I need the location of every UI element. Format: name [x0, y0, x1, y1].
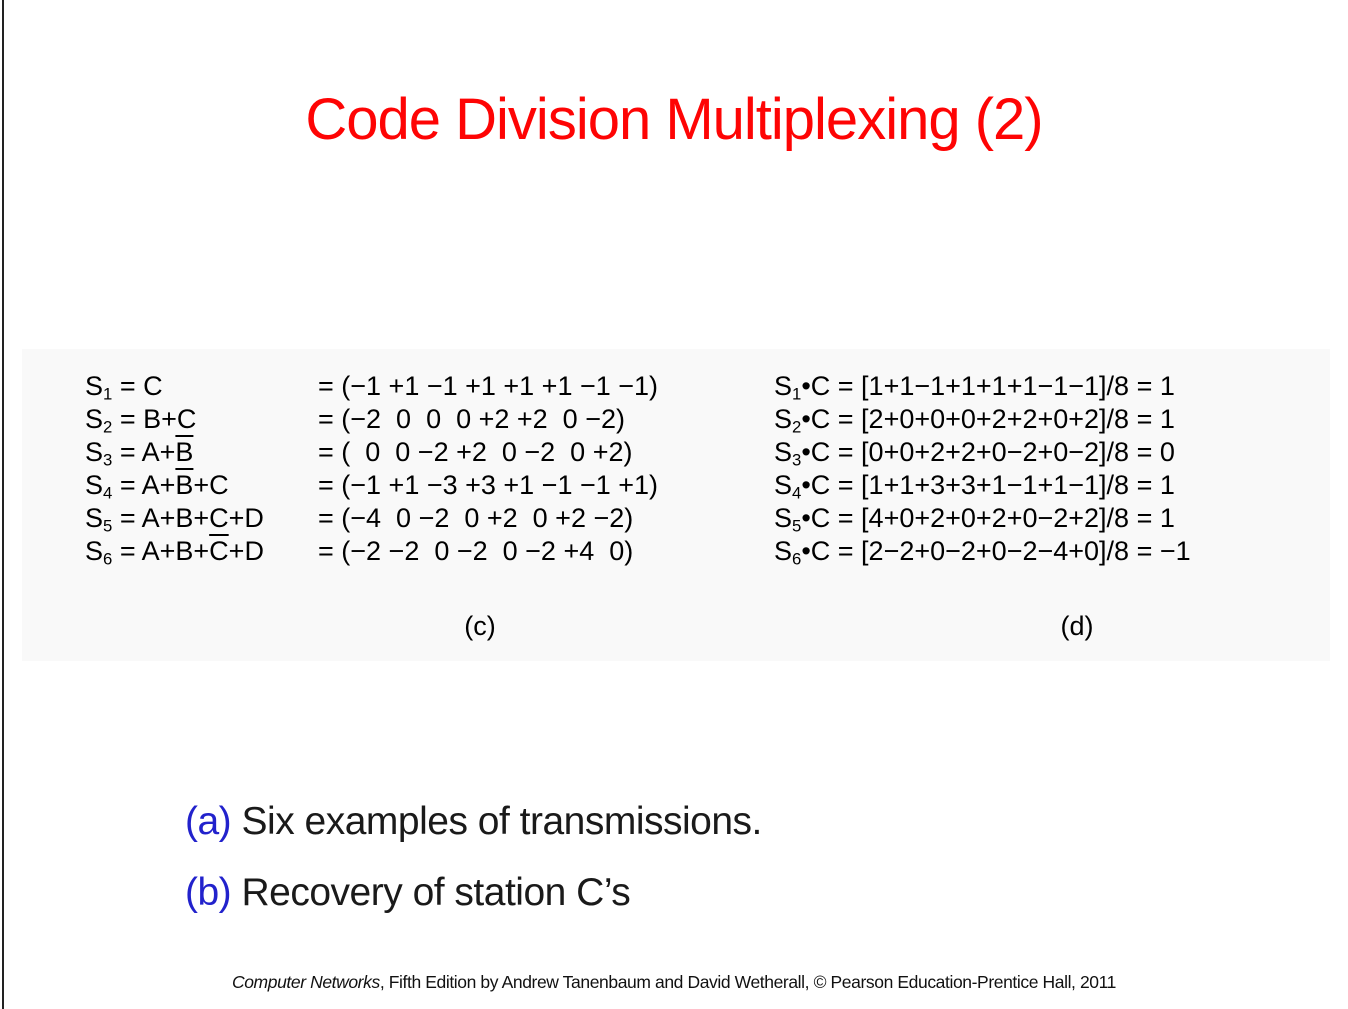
station-signal-values: = ( 0 0 −2 +2 0 −2 0 +2)	[318, 437, 633, 467]
station-equation-left: S2 = B+C	[85, 404, 197, 437]
station-equation-left: S4 = A+B+C	[85, 470, 229, 503]
figure-label-d: (d)	[1060, 611, 1094, 641]
station-signal-values: = (−4 0 −2 0 +2 0 +2 −2)	[318, 503, 634, 533]
figure-row: S3 = A+B = ( 0 0 −2 +2 0 −2 0 +2) S3•C = […	[22, 437, 1330, 470]
footer-book-title: Computer Networks	[231, 972, 380, 992]
figure-row: S2 = B+C = (−2 0 0 0 +2 +2 0 −2) S2•C = [2…	[22, 404, 1330, 437]
station-equation-left: S3 = A+B	[85, 437, 194, 470]
slide-title: Code Division Multiplexing (2)	[305, 87, 1043, 152]
recovery-equation: S1•C = [1+1−1+1+1+1−1−1]/8 = 1	[774, 371, 1175, 404]
caption-b: (b) Recovery of station C’s	[185, 871, 762, 942]
recovery-equation: S2•C = [2+0+0+0+2+2+0+2]/8 = 1	[774, 404, 1175, 437]
station-signal-values: = (−1 +1 −1 +1 +1 +1 −1 −1)	[318, 371, 659, 401]
station-equation-left: S5 = A+B+C+D	[85, 503, 264, 536]
caption-a: (a) Six examples of transmissions.	[185, 800, 762, 871]
footer-credit: Computer Networks, Fifth Edition by Andr…	[0, 972, 1348, 993]
recovery-equation: S5•C = [4+0+2+0+2+0−2+2]/8 = 1	[774, 503, 1175, 536]
station-equation-left: S1 = C	[85, 371, 163, 404]
footer-rest: , Fifth Edition by Andrew Tanenbaum and …	[379, 972, 1117, 992]
figure-row: S1 = C = (−1 +1 −1 +1 +1 +1 −1 −1) S1•C = …	[22, 371, 1330, 404]
recovery-equation: S6•C = [2−2+0−2+0−2−4+0]/8 = −1	[774, 536, 1191, 569]
figure-row: S6 = A+B+C+D = (−2 −2 0 −2 0 −2 +4 0) S6•C…	[22, 536, 1330, 569]
caption-list: (a) Six examples of transmissions. (b) R…	[185, 800, 762, 942]
figure-label-c: (c)	[464, 611, 496, 641]
station-signal-values: = (−2 −2 0 −2 0 −2 +4 0)	[318, 536, 634, 566]
figure-row: S5 = A+B+C+D = (−4 0 −2 0 +2 0 +2 −2) S5•C…	[22, 503, 1330, 536]
caption-b-body: Recovery of station C’s	[241, 871, 631, 914]
slide-left-border	[2, 0, 4, 1009]
station-signal-values: = (−2 0 0 0 +2 +2 0 −2)	[318, 404, 625, 434]
cdma-figure: S1 = C = (−1 +1 −1 +1 +1 +1 −1 −1) S1•C = …	[22, 349, 1330, 661]
station-equation-left: S6 = A+B+C+D	[85, 536, 264, 569]
figure-row: S4 = A+B+C = (−1 +1 −3 +3 +1 −1 −1 +1) S4•…	[22, 470, 1330, 503]
caption-b-prefix: (b)	[185, 871, 232, 914]
station-signal-values: = (−1 +1 −3 +3 +1 −1 −1 +1)	[318, 470, 659, 500]
caption-a-body: Six examples of transmissions.	[241, 800, 763, 843]
recovery-equation: S4•C = [1+1+3+3+1−1+1−1]/8 = 1	[774, 470, 1175, 503]
caption-a-prefix: (a)	[185, 800, 232, 843]
recovery-equation: S3•C = [0+0+2+2+0−2+0−2]/8 = 0	[774, 437, 1175, 470]
